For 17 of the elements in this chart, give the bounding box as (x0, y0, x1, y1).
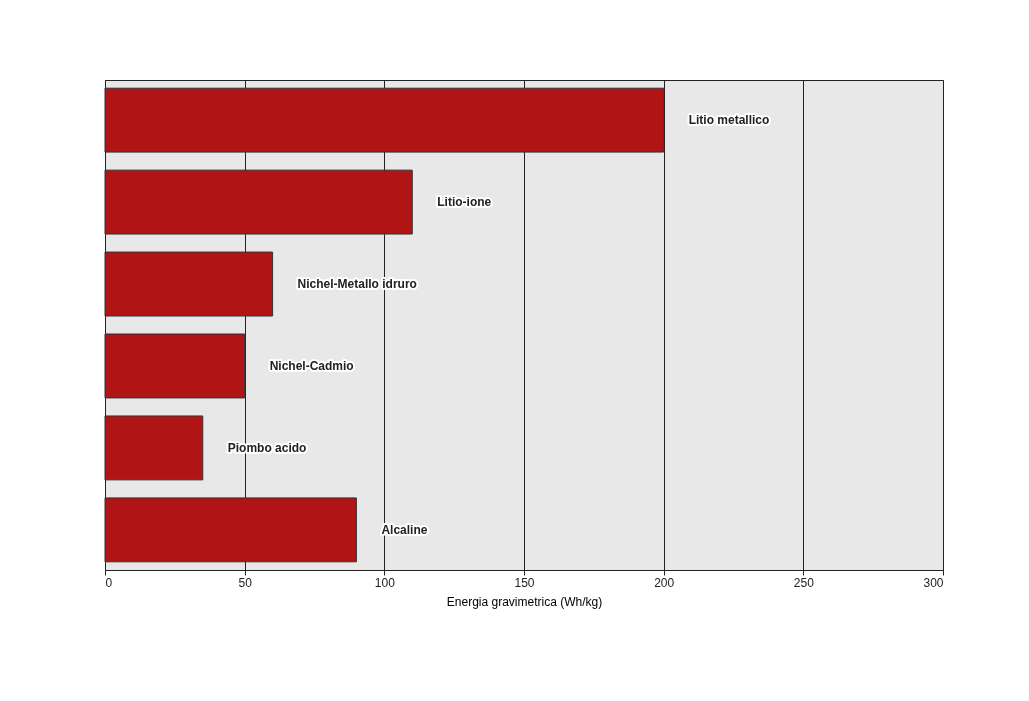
y-tick-label: Litio-ione (437, 195, 492, 210)
x-tick-label: 50 (238, 575, 253, 590)
bar (104, 169, 413, 235)
x-tick-label: 250 (793, 575, 815, 590)
x-tick-label: 150 (514, 575, 535, 590)
bar (104, 415, 204, 481)
bar (104, 87, 665, 153)
bar (104, 333, 246, 399)
x-tick-label: 100 (374, 575, 396, 590)
y-tick-label: Nichel-Cadmio (269, 358, 354, 373)
bar (104, 497, 357, 563)
x-axis-title: Energia gravimetrica (Wh/kg) (446, 594, 603, 609)
x-tick-label: 0 (105, 575, 113, 590)
y-tick-label: Litio metallico (688, 113, 770, 128)
x-tick-label: 200 (654, 575, 675, 590)
x-tick-label: 300 (923, 575, 944, 590)
bar (104, 251, 274, 317)
